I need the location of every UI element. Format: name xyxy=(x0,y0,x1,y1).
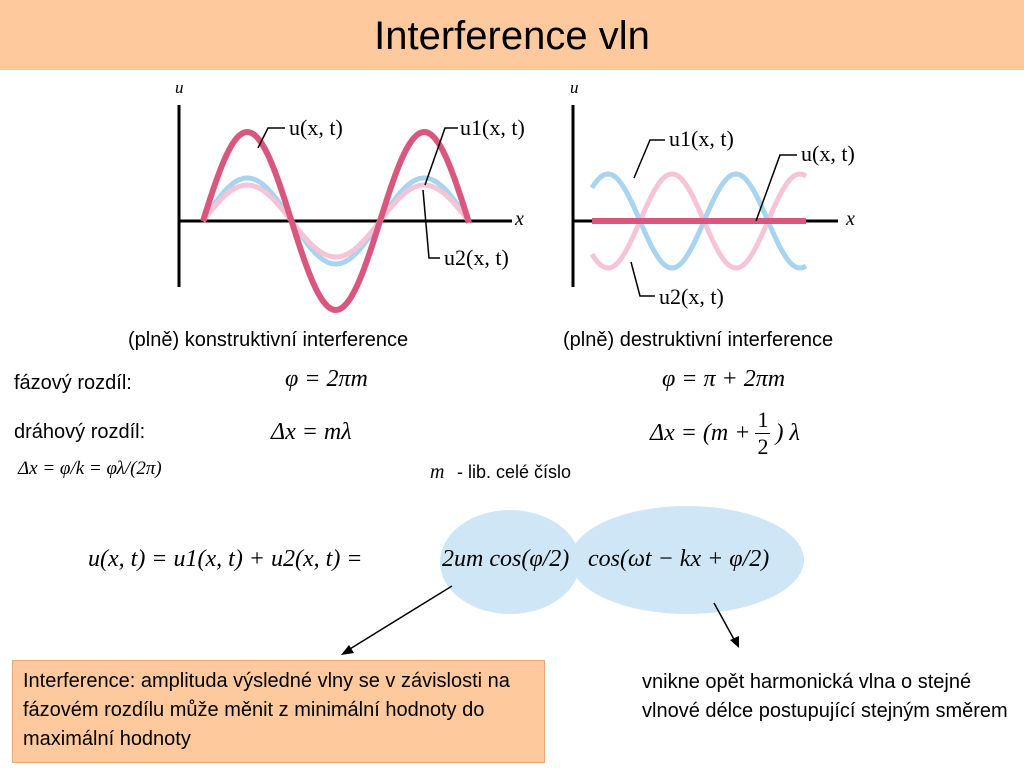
main-equation-wave: cos(ωt − kx + φ/2) xyxy=(588,546,770,572)
right-label-u1: u1(x, t) xyxy=(669,126,734,151)
arrow-to-wave-note xyxy=(713,602,737,644)
right-axis-u-label: u xyxy=(570,78,579,97)
amplitude-highlight xyxy=(440,510,580,614)
right-caption: (plně) destruktivní interference xyxy=(563,329,834,351)
slide-title: Interference vln xyxy=(374,14,650,58)
fraction-denominator: 2 xyxy=(757,433,769,459)
path-diff-label: dráhový rozdíl: xyxy=(14,421,146,443)
wave-note: vnikne opět harmonická vlna o stejné vln… xyxy=(642,671,1008,722)
right-label-u2: u2(x, t) xyxy=(659,284,724,309)
path-destructive-fraction: 1 2 xyxy=(755,406,771,460)
main-equation-amplitude: 2um cos(φ/2) xyxy=(442,546,570,572)
path-destructive: Δx = (m + 1 2 ) λ xyxy=(650,398,800,468)
right-label-u: u(x, t) xyxy=(801,141,855,166)
right-pointer-u2 xyxy=(630,261,655,297)
title-bar xyxy=(0,0,1024,70)
path-constructive: Δx = mλ xyxy=(271,419,352,445)
left-axis-x-label: x xyxy=(515,208,524,230)
left-pointer-u xyxy=(257,127,285,149)
fraction-numerator: 1 xyxy=(755,406,771,434)
left-caption: (plně) konstruktivní interference xyxy=(128,329,409,351)
left-pointer-u1 xyxy=(424,127,458,186)
left-wave-u1 xyxy=(200,175,472,267)
interference-note-text: Interference: amplituda výsledné vlny se… xyxy=(23,670,510,750)
left-label-u1: u1(x, t) xyxy=(460,115,525,140)
left-pointer-u2 xyxy=(422,189,440,259)
left-axis-u-label: u xyxy=(175,78,184,97)
arrowhead-interference-note xyxy=(341,645,354,655)
wave-highlight xyxy=(570,506,804,614)
right-axis-x-label: x xyxy=(846,208,855,230)
path-diff-formula: Δx = φ/k = φλ/(2π) xyxy=(18,458,162,479)
left-wave-u2 xyxy=(201,182,471,260)
right-pointer-u1 xyxy=(633,139,665,179)
arrowhead-wave-note xyxy=(730,636,739,648)
left-label-u: u(x, t) xyxy=(289,115,343,140)
phase-constructive: φ = 2πm xyxy=(285,366,368,392)
phase-diff-label: fázový rozdíl: xyxy=(14,372,132,394)
left-wave-result xyxy=(200,128,472,314)
m-symbol: m xyxy=(430,461,445,483)
interference-note-box: Interference: amplituda výsledné vlny se… xyxy=(12,660,545,763)
phase-destructive: φ = π + 2πm xyxy=(662,366,786,392)
right-wave-u2 xyxy=(589,171,808,271)
arrow-to-interference-note xyxy=(344,585,453,653)
right-wave-u1 xyxy=(589,171,808,271)
path-destructive-left: Δx = (m + xyxy=(650,419,751,446)
path-destructive-right: ) λ xyxy=(775,419,800,446)
right-pointer-u xyxy=(755,154,797,222)
main-equation-left: u(x, t) = u1(x, t) + u2(x, t) = xyxy=(88,546,363,572)
m-note: - lib. celé číslo xyxy=(457,462,572,482)
left-label-u2: u2(x, t) xyxy=(444,245,509,270)
